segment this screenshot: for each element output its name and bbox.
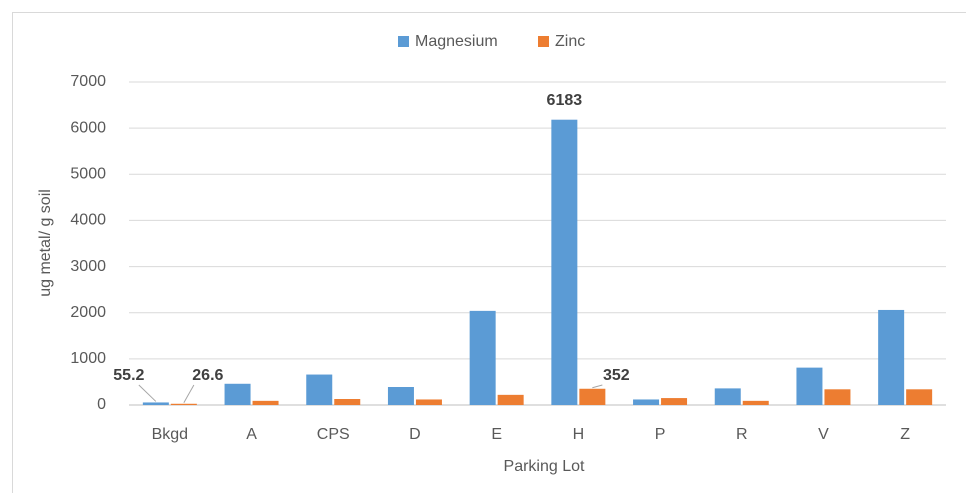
x-tick-label: P — [655, 426, 666, 443]
x-tick-label: CPS — [317, 426, 350, 443]
bar — [306, 374, 333, 405]
bar — [170, 403, 197, 405]
y-tick-label: 7000 — [70, 73, 106, 90]
bar — [714, 388, 741, 405]
legend-swatch — [398, 36, 409, 47]
bar — [796, 367, 823, 405]
leader-line — [138, 384, 157, 402]
bar — [469, 310, 496, 405]
y-axis-title: ug metal/ g soil — [37, 189, 54, 297]
y-tick-label: 3000 — [70, 258, 106, 275]
data-label: 26.6 — [192, 367, 223, 384]
y-tick-label: 1000 — [70, 350, 106, 367]
legend-label: Magnesium — [415, 33, 498, 50]
x-tick-label: A — [246, 426, 257, 443]
chart-frame — [12, 12, 966, 493]
bar — [742, 400, 769, 405]
x-tick-label: V — [818, 426, 829, 443]
data-label: 55.2 — [113, 367, 144, 384]
x-tick-label: Bkgd — [152, 426, 188, 443]
bar — [387, 387, 414, 405]
leader-line — [592, 384, 603, 389]
data-label: 6183 — [547, 92, 583, 109]
leader-line — [183, 384, 195, 404]
bar — [497, 394, 524, 405]
bar — [252, 400, 279, 405]
bar — [661, 398, 688, 405]
bar — [579, 388, 606, 405]
y-tick-label: 5000 — [70, 166, 106, 183]
bar — [142, 402, 169, 405]
bar — [878, 309, 905, 405]
y-tick-label: 2000 — [70, 304, 106, 321]
x-tick-label: Z — [900, 426, 910, 443]
x-tick-label: R — [736, 426, 748, 443]
bar — [224, 383, 251, 405]
x-tick-label: E — [491, 426, 502, 443]
bar — [824, 389, 851, 405]
legend-swatch — [538, 36, 549, 47]
bar — [334, 399, 361, 405]
x-tick-label: D — [409, 426, 421, 443]
bar — [906, 389, 933, 405]
x-tick-label: H — [573, 426, 585, 443]
y-tick-label: 0 — [97, 396, 106, 413]
bar — [415, 399, 442, 405]
data-label: 352 — [603, 367, 630, 384]
bar — [633, 399, 660, 405]
y-tick-label: 4000 — [70, 212, 106, 229]
y-tick-label: 6000 — [70, 119, 106, 136]
bar — [551, 119, 578, 405]
x-axis-title: Parking Lot — [504, 458, 585, 475]
legend-label: Zinc — [555, 33, 585, 50]
